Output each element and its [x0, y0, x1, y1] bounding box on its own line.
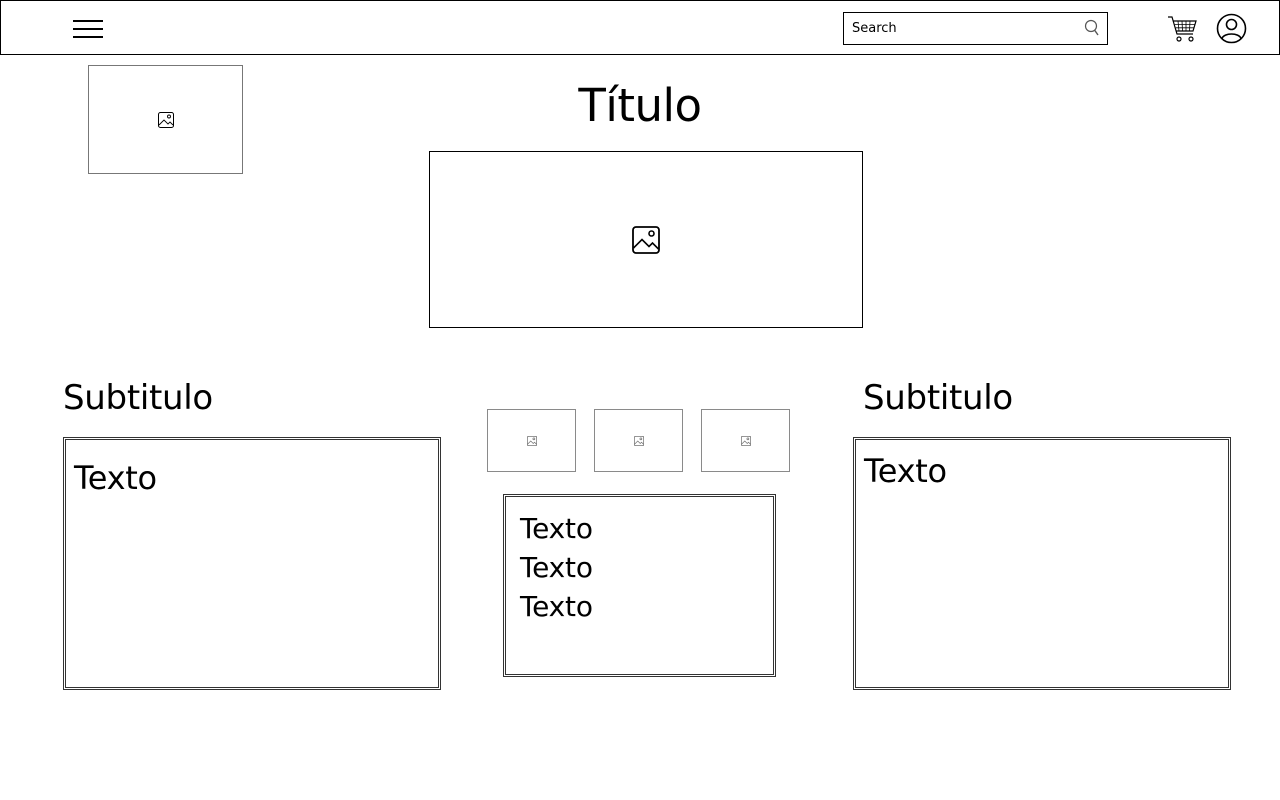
thumbnail-image-1[interactable] — [487, 409, 576, 472]
left-subtitle: Subtitulo — [63, 378, 213, 418]
image-icon — [526, 435, 537, 446]
image-icon — [633, 435, 644, 446]
center-text-item: Texto — [520, 551, 593, 584]
image-icon — [740, 435, 751, 446]
image-icon — [632, 225, 660, 254]
image-icon — [157, 111, 174, 128]
right-text: Texto — [864, 452, 947, 490]
page-title: Título — [578, 79, 702, 132]
user-account-icon[interactable] — [1216, 13, 1247, 44]
thumbnail-image-3[interactable] — [701, 409, 790, 472]
left-text-box: Texto — [63, 437, 441, 690]
center-text-box: Texto Texto Texto — [503, 494, 776, 677]
search-input[interactable] — [844, 14, 1077, 43]
hamburger-menu-icon[interactable] — [73, 17, 105, 41]
center-text-item: Texto — [520, 512, 593, 545]
right-text-box: Texto — [853, 437, 1231, 690]
top-navigation-bar — [0, 0, 1280, 55]
center-text-item: Texto — [520, 590, 593, 623]
search-icon[interactable] — [1083, 19, 1101, 37]
logo-image-placeholder — [88, 65, 243, 174]
search-box — [843, 12, 1108, 45]
thumbnail-image-2[interactable] — [594, 409, 683, 472]
shopping-cart-icon[interactable] — [1167, 13, 1199, 45]
hero-image-placeholder — [429, 151, 863, 328]
center-text-list: Texto Texto Texto — [520, 509, 593, 626]
left-text: Texto — [74, 459, 157, 497]
right-subtitle: Subtitulo — [863, 378, 1013, 418]
